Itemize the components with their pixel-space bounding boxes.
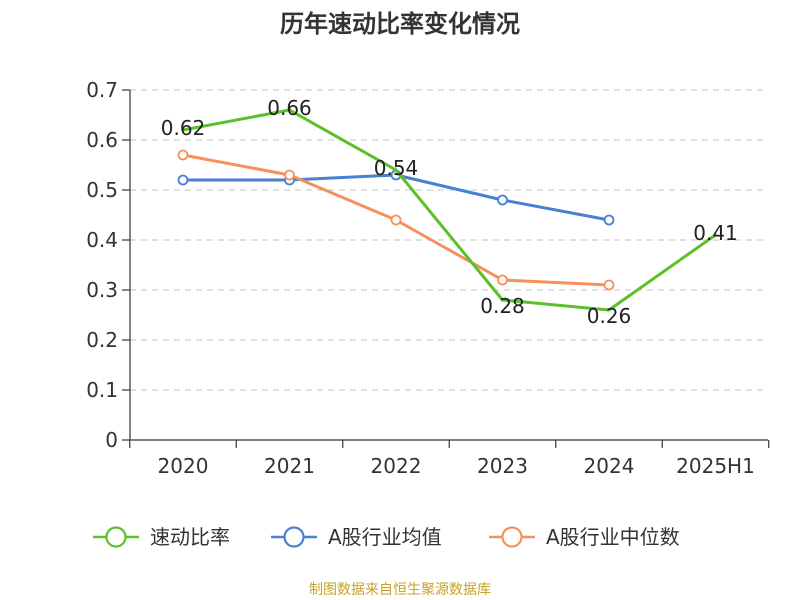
legend-label: 速动比率 xyxy=(150,525,230,549)
series-0 xyxy=(181,108,717,312)
legend-marker xyxy=(105,526,127,548)
data-label: 0.28 xyxy=(480,294,525,318)
data-label: 0.54 xyxy=(374,156,419,180)
series-2 xyxy=(177,149,615,291)
series-line[interactable] xyxy=(181,173,611,222)
x-tick-label: 2024 xyxy=(584,454,635,478)
legend-item[interactable]: 速动比率 xyxy=(93,525,230,549)
legend-label: A股行业均值 xyxy=(328,525,442,549)
legend[interactable]: 速动比率 A股行业均值 A股行业中位数 xyxy=(93,525,680,549)
grid-lines xyxy=(130,89,768,391)
y-tick-label: 0.4 xyxy=(86,228,118,252)
data-point[interactable] xyxy=(603,214,615,226)
data-label: 0.62 xyxy=(161,116,206,140)
y-tick-label: 0 xyxy=(105,428,118,452)
x-tick-label: 2022 xyxy=(371,454,422,478)
data-point[interactable] xyxy=(390,214,402,226)
series-lines xyxy=(177,108,717,312)
data-labels: 0.62 0.66 0.54 0.28 0.26 0.41 xyxy=(161,96,738,328)
legend-label: A股行业中位数 xyxy=(546,525,680,549)
x-tick-label: 2025H1 xyxy=(676,454,755,478)
series-line[interactable] xyxy=(181,108,717,312)
legend-item[interactable]: A股行业均值 xyxy=(271,525,442,549)
x-tick-label: 2020 xyxy=(158,454,209,478)
y-tick-label: 0.1 xyxy=(86,378,118,402)
data-point[interactable] xyxy=(177,149,189,161)
x-tick-label: 2021 xyxy=(264,454,315,478)
data-label: 0.66 xyxy=(267,96,312,120)
y-tick-label: 0.6 xyxy=(86,128,118,152)
data-point[interactable] xyxy=(497,274,508,286)
legend-marker xyxy=(501,526,523,548)
legend-marker xyxy=(283,526,305,548)
chart-title: 历年速动比率变化情况 xyxy=(280,10,520,38)
data-point[interactable] xyxy=(497,194,508,206)
y-tick-label: 0.5 xyxy=(86,178,118,202)
x-tick-label: 2023 xyxy=(477,454,528,478)
data-label: 0.26 xyxy=(587,304,632,328)
source-note: 制图数据来自恒生聚源数据库 xyxy=(309,582,491,598)
y-tick-label: 0.2 xyxy=(86,328,118,352)
y-tick-label: 0.7 xyxy=(86,78,118,102)
y-tick-label: 0.3 xyxy=(86,278,118,302)
legend-item[interactable]: A股行业中位数 xyxy=(489,525,680,549)
data-point[interactable] xyxy=(603,279,615,291)
data-point[interactable] xyxy=(177,174,189,186)
data-point[interactable] xyxy=(284,169,295,181)
axes: 0 0.1 0.2 0.3 0.4 0.5 0.6 0.7 2020 2021 2022 2023 20… xyxy=(86,78,770,478)
data-label: 0.41 xyxy=(693,221,738,245)
